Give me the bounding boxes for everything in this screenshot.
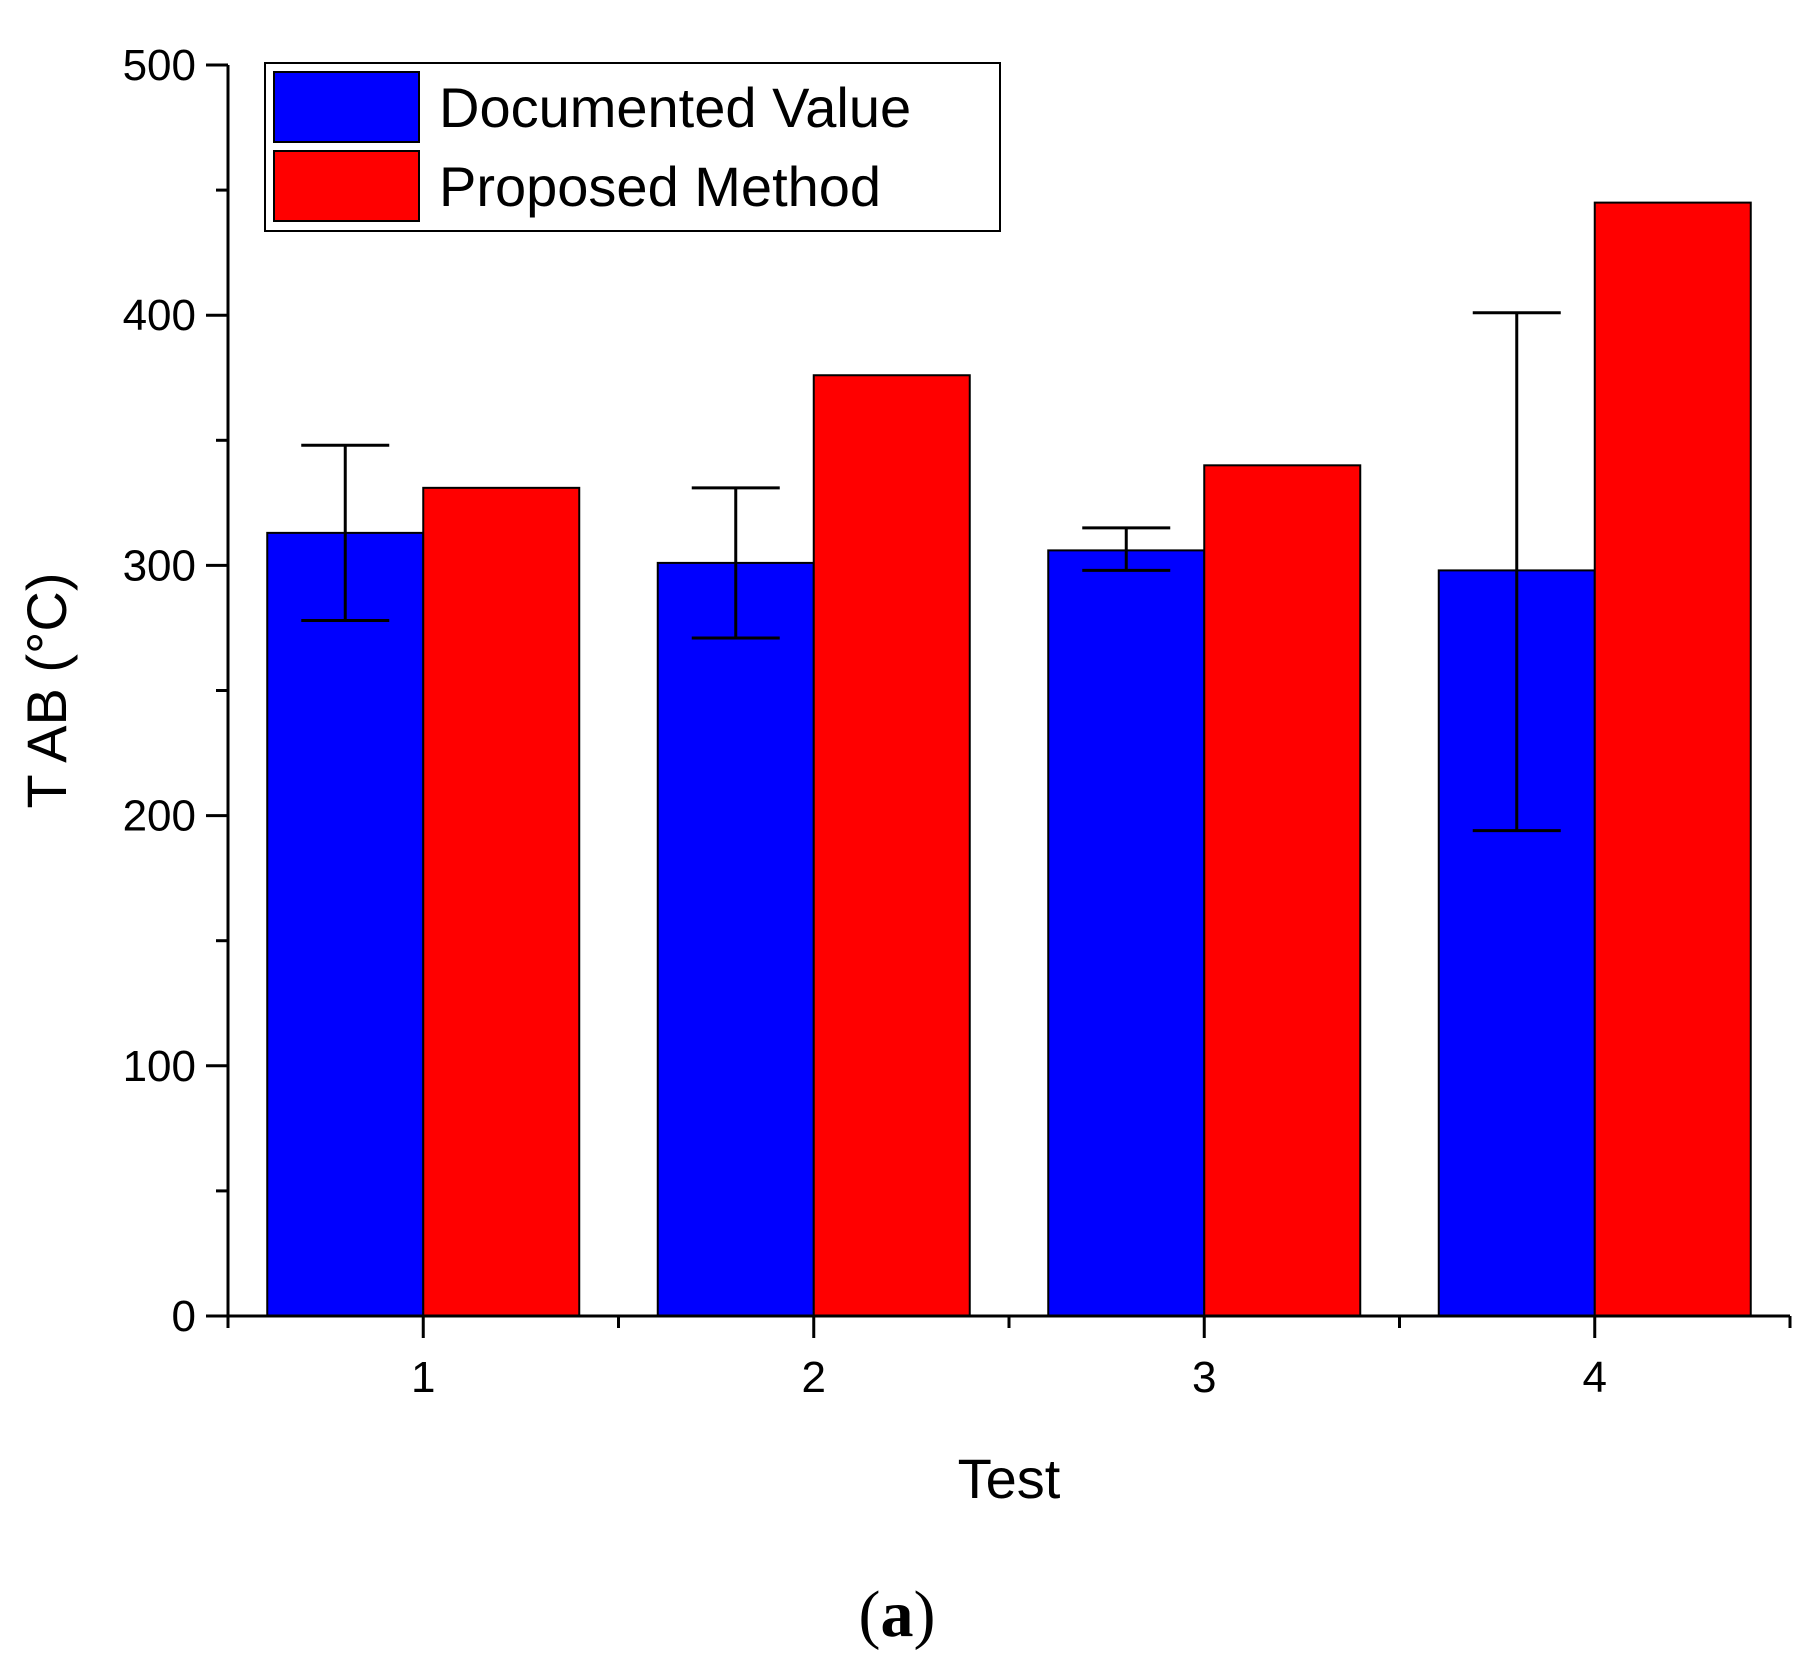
y-tick-label: 0 [172,1292,196,1341]
y-ticks: 0 100 200 300 400 500 [123,41,228,1341]
bar-series1-test2 [812,374,971,1317]
error-bar-test3 [1082,526,1171,572]
legend-swatch-documented-value [273,71,420,143]
error-bar-test2 [691,486,780,640]
legend-swatch-proposed-method [273,150,420,222]
bar-series0-test1 [266,531,425,1317]
x-tick-label-4: 4 [1583,1353,1607,1402]
caption-open-paren: ( [859,1578,881,1651]
bar-series0-test3 [1047,549,1206,1317]
y-axis-title: T AB (°C) [15,572,78,808]
y-tick-label: 200 [123,792,196,841]
x-ticks: 1 2 3 4 [226,1316,1792,1402]
bar-series0-test2 [656,561,815,1317]
bar-series1-test1 [422,486,581,1317]
legend: Documented Value Proposed Method [264,62,1001,232]
error-bar-test4 [1472,311,1561,833]
error-bars-layer [301,311,1561,833]
y-tick-label: 300 [123,541,196,590]
figure-caption: (a) [859,1578,936,1651]
y-tick-label: 100 [123,1042,196,1091]
x-tick-label-1: 1 [411,1353,435,1402]
bars-layer [266,201,1752,1318]
y-tick-label: 400 [123,291,196,340]
legend-label-proposed-method: Proposed Method [439,155,881,218]
y-tick-label: 500 [123,41,196,90]
bar-series1-test4 [1593,201,1752,1318]
x-tick-label-3: 3 [1192,1353,1216,1402]
caption-letter: a [881,1578,914,1651]
x-tick-label-2: 2 [802,1353,826,1402]
error-bar-test1 [301,443,390,622]
x-axis-title: Test [958,1447,1061,1510]
bar-series1-test3 [1203,464,1362,1317]
caption-close-paren: ) [914,1578,936,1651]
legend-label-documented-value: Documented Value [439,76,911,139]
